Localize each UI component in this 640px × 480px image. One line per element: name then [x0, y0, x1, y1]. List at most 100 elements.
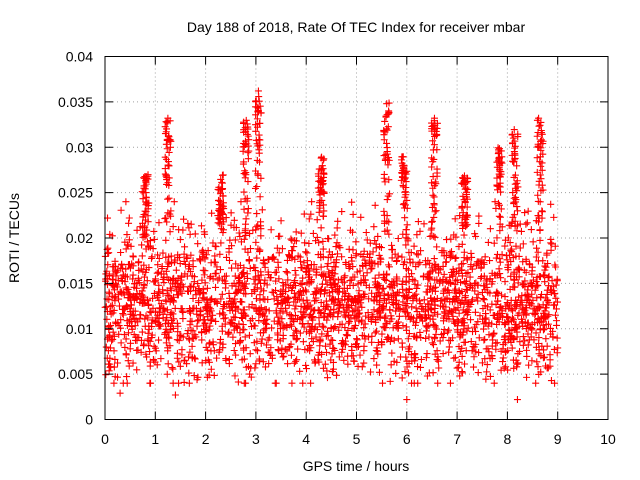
- data-point: [260, 287, 268, 295]
- data-point: [255, 355, 263, 363]
- data-point: [393, 257, 401, 265]
- x-tick-label: 5: [353, 431, 361, 447]
- data-point: [203, 296, 211, 304]
- data-point: [155, 255, 163, 263]
- data-point: [150, 227, 158, 235]
- data-point: [290, 298, 298, 306]
- data-point: [444, 328, 452, 336]
- data-point: [263, 281, 271, 289]
- data-point: [363, 269, 371, 277]
- data-point: [171, 391, 179, 399]
- data-point: [178, 272, 186, 280]
- data-point: [525, 292, 533, 300]
- data-point: [430, 193, 438, 201]
- data-point: [317, 224, 325, 232]
- data-point: [255, 97, 263, 105]
- data-point: [551, 242, 559, 250]
- data-point: [533, 244, 541, 252]
- data-point: [274, 346, 282, 354]
- data-point: [228, 318, 236, 326]
- data-point: [261, 276, 269, 284]
- data-point: [320, 188, 328, 196]
- data-point: [375, 368, 383, 376]
- data-point: [254, 245, 262, 253]
- data-point: [246, 245, 254, 253]
- data-point: [388, 334, 396, 342]
- data-point: [218, 210, 226, 218]
- data-point: [410, 242, 418, 250]
- data-point: [327, 324, 335, 332]
- data-point: [417, 314, 425, 322]
- data-point: [345, 303, 353, 311]
- data-point: [194, 240, 202, 248]
- data-point: [532, 278, 540, 286]
- data-point: [163, 145, 171, 153]
- data-point: [552, 294, 560, 302]
- data-point: [499, 345, 507, 353]
- data-point: [488, 300, 496, 308]
- data-point: [539, 321, 547, 329]
- data-point: [305, 329, 313, 337]
- data-point: [479, 315, 487, 323]
- data-point: [132, 316, 140, 324]
- data-point: [209, 275, 217, 283]
- data-point: [429, 191, 437, 199]
- y-tick-label: 0.035: [58, 94, 93, 110]
- data-point: [300, 259, 308, 267]
- data-point: [384, 192, 392, 200]
- data-point: [372, 318, 380, 326]
- data-point: [129, 262, 137, 270]
- data-point: [217, 239, 225, 247]
- data-point: [331, 346, 339, 354]
- data-point: [225, 256, 233, 264]
- data-point: [384, 123, 392, 131]
- data-point: [430, 141, 438, 149]
- data-point: [405, 330, 413, 338]
- data-point: [194, 280, 202, 288]
- data-point: [385, 156, 393, 164]
- data-point: [359, 272, 367, 280]
- data-point: [469, 296, 477, 304]
- data-point: [201, 267, 209, 275]
- data-point: [188, 342, 196, 350]
- data-point: [126, 315, 134, 323]
- data-point: [290, 278, 298, 286]
- data-point: [386, 338, 394, 346]
- data-point: [329, 358, 337, 366]
- data-point: [401, 214, 409, 222]
- data-point: [348, 346, 356, 354]
- data-point: [167, 137, 175, 145]
- data-point: [198, 329, 206, 337]
- data-point: [485, 331, 493, 339]
- data-point: [129, 253, 137, 261]
- data-point: [302, 361, 310, 369]
- data-point: [379, 323, 387, 331]
- data-point: [331, 279, 339, 287]
- data-point: [431, 132, 439, 140]
- data-point: [454, 328, 462, 336]
- data-point: [256, 141, 264, 149]
- data-point: [165, 148, 173, 156]
- data-point: [464, 269, 472, 277]
- data-point: [123, 231, 131, 239]
- data-point: [339, 345, 347, 353]
- data-point: [317, 290, 325, 298]
- data-point: [193, 322, 201, 330]
- data-point: [189, 263, 197, 271]
- data-point: [201, 279, 209, 287]
- data-point: [493, 288, 501, 296]
- data-point: [361, 335, 369, 343]
- data-point: [108, 301, 116, 309]
- data-point: [447, 280, 455, 288]
- data-point: [370, 355, 378, 363]
- data-point: [184, 287, 192, 295]
- data-point: [538, 207, 546, 215]
- data-point: [115, 330, 123, 338]
- data-point: [405, 285, 413, 293]
- data-point: [219, 192, 227, 200]
- data-point: [135, 266, 143, 274]
- data-point: [402, 191, 410, 199]
- data-point: [459, 192, 467, 200]
- data-point: [252, 127, 260, 135]
- data-point: [418, 305, 426, 313]
